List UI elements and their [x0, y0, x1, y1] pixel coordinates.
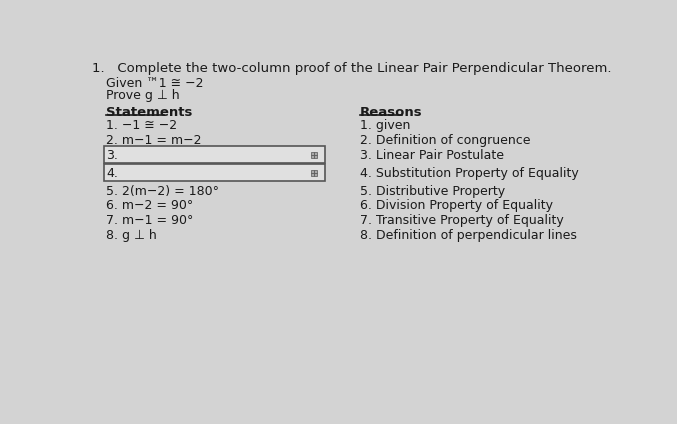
FancyBboxPatch shape — [311, 170, 313, 173]
FancyBboxPatch shape — [311, 155, 313, 158]
Text: 5. 2(m−2) = 180°: 5. 2(m−2) = 180° — [106, 185, 219, 198]
Text: 2. Definition of congruence: 2. Definition of congruence — [359, 134, 530, 147]
FancyBboxPatch shape — [104, 146, 325, 163]
FancyBboxPatch shape — [314, 155, 317, 158]
Text: Statements: Statements — [106, 106, 193, 119]
FancyBboxPatch shape — [314, 173, 317, 176]
Text: 2. m−1 = m−2: 2. m−1 = m−2 — [106, 134, 202, 147]
Text: 7. Transitive Property of Equality: 7. Transitive Property of Equality — [359, 214, 563, 227]
Text: 4.: 4. — [106, 167, 118, 180]
Text: 4. Substitution Property of Equality: 4. Substitution Property of Equality — [359, 167, 579, 180]
FancyBboxPatch shape — [104, 164, 325, 181]
Text: 1. −1 ≅ −2: 1. −1 ≅ −2 — [106, 119, 177, 131]
Text: 1. given: 1. given — [359, 119, 410, 131]
Text: 8. g ⊥ h: 8. g ⊥ h — [106, 229, 157, 242]
FancyBboxPatch shape — [314, 152, 317, 155]
Text: Given ™1 ≅ −2: Given ™1 ≅ −2 — [106, 77, 204, 90]
Text: 5. Distributive Property: 5. Distributive Property — [359, 185, 505, 198]
Text: Reasons: Reasons — [359, 106, 422, 119]
Text: 1.   Complete the two-column proof of the Linear Pair Perpendicular Theorem.: 1. Complete the two-column proof of the … — [92, 61, 612, 75]
Text: Prove g ⊥ h: Prove g ⊥ h — [106, 89, 180, 102]
Text: 3. Linear Pair Postulate: 3. Linear Pair Postulate — [359, 149, 504, 162]
FancyBboxPatch shape — [311, 152, 313, 155]
FancyBboxPatch shape — [311, 173, 313, 176]
FancyBboxPatch shape — [314, 170, 317, 173]
Text: 6. m−2 = 90°: 6. m−2 = 90° — [106, 199, 194, 212]
Text: 8. Definition of perpendicular lines: 8. Definition of perpendicular lines — [359, 229, 577, 242]
Text: 7. m−1 = 90°: 7. m−1 = 90° — [106, 214, 194, 227]
Text: 6. Division Property of Equality: 6. Division Property of Equality — [359, 199, 552, 212]
Text: 3.: 3. — [106, 149, 118, 162]
